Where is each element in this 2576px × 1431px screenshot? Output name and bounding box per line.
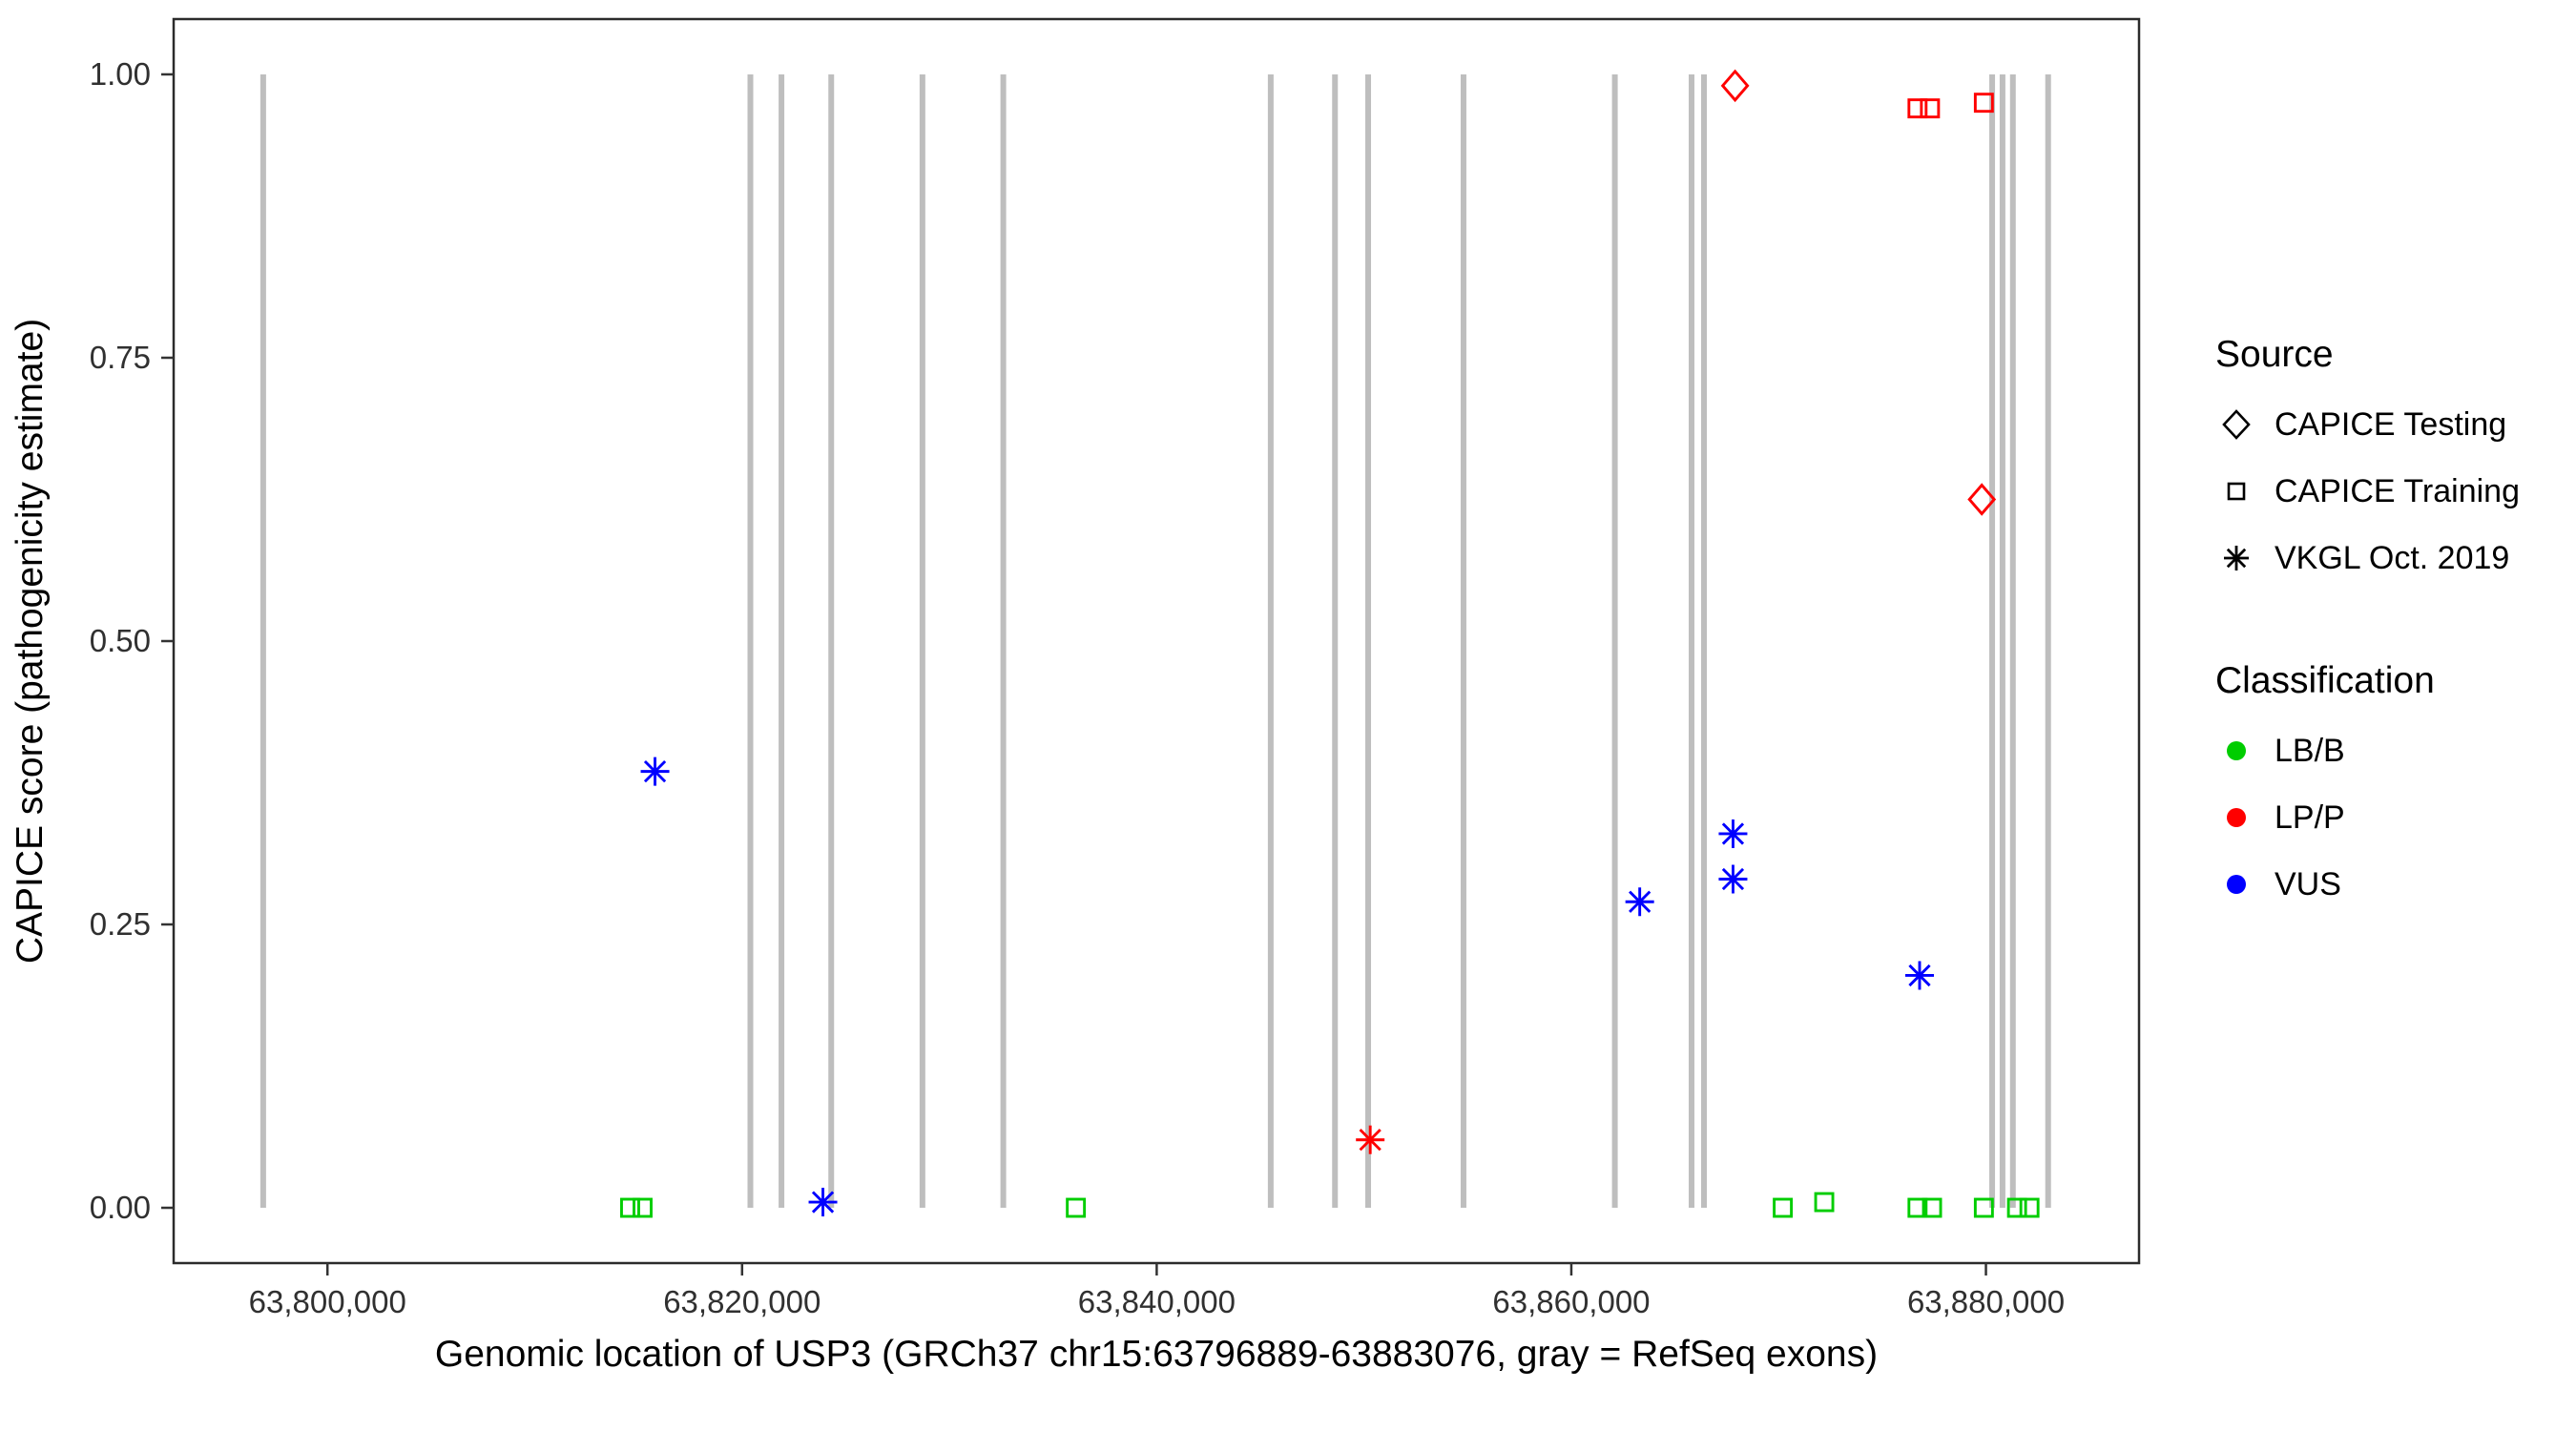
data-point [2019, 1197, 2040, 1218]
data-point [1905, 961, 1935, 990]
data-point [1625, 887, 1654, 917]
legend-item-label: CAPICE Training [2275, 472, 2520, 509]
data-point [640, 757, 670, 786]
data-point [1973, 1197, 1994, 1218]
legend-item-capice-training: CAPICE Training [2215, 458, 2520, 525]
legend-item-label: CAPICE Testing [2275, 405, 2507, 443]
y-tick-label: 0.75 [90, 340, 151, 375]
legend-item-vkgl: VKGL Oct. 2019 [2215, 525, 2520, 591]
green-dot-icon [2227, 741, 2246, 760]
legend-source-title: Source [2215, 334, 2334, 375]
data-point [1718, 864, 1748, 894]
x-tick-label: 63,860,000 [1492, 1284, 1650, 1319]
y-tick-label: 1.00 [90, 56, 151, 92]
legend-item-label: LB/B [2275, 732, 2345, 769]
legend: Source CAPICE Testing CAPICE Training [2215, 334, 2520, 918]
diamond-open-icon [2222, 409, 2251, 440]
data-point [1814, 1192, 1835, 1213]
data-point [2006, 1197, 2027, 1218]
data-point [1720, 69, 1750, 103]
y-tick-label: 0.50 [90, 623, 151, 658]
legend-item-vus: VUS [2215, 851, 2520, 918]
legend-item-label: VUS [2275, 865, 2341, 902]
legend-item-label: LP/P [2275, 798, 2345, 836]
x-tick-label: 63,840,000 [1078, 1284, 1236, 1319]
square-open-icon [2227, 482, 2246, 501]
legend-classification-title: Classification [2215, 660, 2435, 701]
panel-border [172, 17, 2141, 1265]
data-point [1066, 1197, 1087, 1218]
y-tick-label: 0.25 [90, 906, 151, 942]
legend-item-lbb: LB/B [2215, 717, 2520, 784]
data-point [808, 1188, 838, 1217]
data-point [1922, 1197, 1942, 1218]
blue-dot-icon [2227, 875, 2246, 894]
x-tick-label: 63,880,000 [1907, 1284, 2065, 1319]
data-point [1907, 98, 1928, 119]
data-point [1907, 1197, 1928, 1218]
asterisk-icon [2224, 546, 2249, 570]
y-tick-label: 0.00 [90, 1190, 151, 1225]
x-tick-label: 63,800,000 [249, 1284, 406, 1319]
data-point [620, 1197, 640, 1218]
x-axis-title: Genomic location of USP3 (GRCh37 chr15:6… [434, 1334, 1879, 1375]
data-point [633, 1197, 653, 1218]
legend-item-lpp: LP/P [2215, 784, 2520, 851]
data-point [1973, 93, 1994, 114]
legend-item-capice-testing: CAPICE Testing [2215, 391, 2520, 458]
data-point [1773, 1197, 1794, 1218]
legend-item-label: VKGL Oct. 2019 [2275, 539, 2510, 576]
data-point [1920, 98, 1941, 119]
y-axis-title: CAPICE score (pathogenicity estimate) [10, 318, 51, 964]
data-point [1356, 1125, 1385, 1154]
data-point [1718, 819, 1748, 848]
legend-source-group: Source CAPICE Testing CAPICE Training [2215, 334, 2520, 591]
legend-classification-group: Classification LB/B LP/P VUS [2215, 660, 2520, 918]
x-tick-label: 63,820,000 [663, 1284, 821, 1319]
red-dot-icon [2227, 808, 2246, 827]
data-point [1967, 483, 1997, 516]
